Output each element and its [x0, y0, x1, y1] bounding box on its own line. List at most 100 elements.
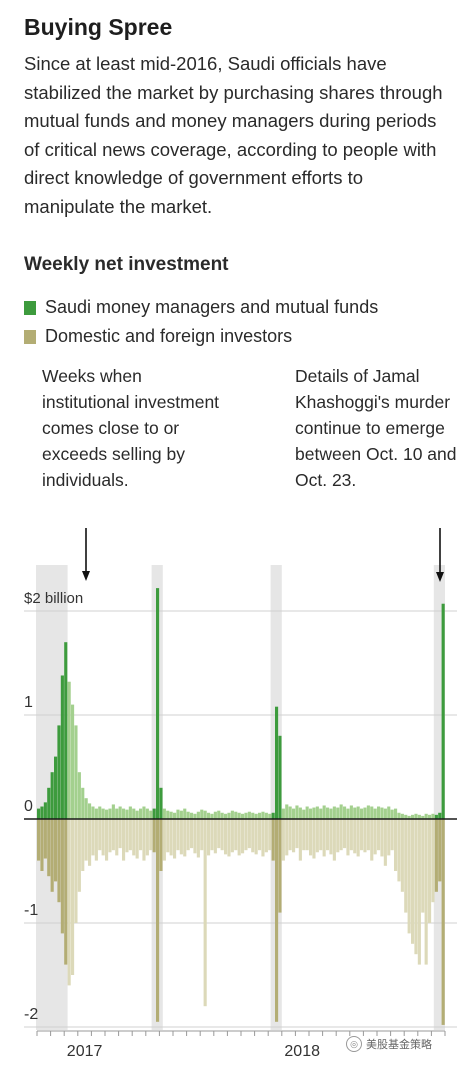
- bar-institutional: [346, 808, 350, 819]
- bar-institutional: [278, 735, 282, 819]
- bar-institutional: [360, 808, 364, 819]
- bar-institutional: [264, 812, 268, 819]
- bar-individual: [128, 819, 132, 851]
- bar-institutional: [152, 808, 156, 819]
- legend-item-institutional: Saudi money managers and mutual funds: [24, 297, 378, 318]
- bar-individual: [411, 819, 415, 944]
- bar-institutional: [234, 811, 238, 819]
- bar-individual: [101, 819, 105, 856]
- bar-individual: [217, 819, 221, 849]
- bar-institutional: [162, 808, 166, 819]
- legend-label-individual: Domestic and foreign investors: [45, 326, 293, 346]
- bar-institutional: [319, 808, 323, 819]
- bar-individual: [387, 819, 391, 856]
- bar-institutional: [125, 809, 129, 819]
- bar-institutional: [128, 806, 132, 819]
- chart-subtitle: Since at least mid-2016, Saudi officials…: [24, 53, 443, 217]
- bar-individual: [230, 819, 234, 853]
- bar-individual: [139, 819, 143, 851]
- watermark: ◎ 美股基金策略: [346, 1036, 432, 1052]
- bar-individual: [275, 819, 279, 1022]
- bar-institutional: [200, 809, 204, 819]
- bar-institutional: [115, 808, 119, 819]
- bar-institutional: [149, 810, 153, 819]
- bar-individual: [356, 819, 360, 857]
- bar-institutional: [387, 806, 391, 819]
- bar-institutional: [183, 808, 187, 819]
- bar-institutional: [251, 812, 255, 819]
- bar-individual: [210, 819, 214, 851]
- bar-individual: [125, 819, 129, 853]
- bar-institutional: [101, 808, 105, 819]
- bar-individual: [383, 819, 387, 866]
- bar-individual: [278, 819, 282, 913]
- bar-institutional: [57, 725, 61, 819]
- bar-individual: [145, 819, 149, 856]
- y-tick-label: $2 billion: [24, 590, 83, 607]
- bar-institutional: [159, 787, 163, 819]
- bar-individual: [241, 819, 245, 854]
- bar-individual: [135, 819, 139, 859]
- bar-individual: [295, 819, 299, 849]
- annotation-arrow-head: [82, 571, 90, 581]
- x-tick-label: 2017: [67, 1043, 103, 1060]
- bar-individual: [298, 819, 302, 861]
- bar-individual: [264, 819, 268, 853]
- bar-institutional: [305, 806, 309, 819]
- bar-institutional: [81, 787, 85, 819]
- bar-individual: [244, 819, 248, 851]
- bar-individual: [339, 819, 343, 851]
- bar-institutional: [244, 812, 248, 819]
- annotation-right: Details of Jamal Khashoggi's murder cont…: [295, 363, 457, 493]
- bar-institutional: [322, 805, 326, 819]
- bar-institutional: [145, 808, 149, 819]
- bar-individual: [43, 819, 47, 859]
- bar-individual: [213, 819, 217, 854]
- bar-individual: [91, 819, 95, 856]
- bar-institutional: [105, 809, 109, 819]
- bar-institutional: [241, 813, 245, 819]
- bar-individual: [142, 819, 146, 861]
- bar-institutional: [411, 814, 415, 819]
- bar-institutional: [94, 808, 98, 819]
- bar-institutional: [203, 810, 207, 819]
- bar-institutional: [302, 809, 306, 819]
- bar-individual: [227, 819, 231, 857]
- bar-individual: [118, 819, 122, 849]
- bar-institutional: [71, 704, 75, 819]
- bar-institutional: [186, 811, 190, 819]
- bar-institutional: [220, 812, 224, 819]
- bar-individual: [84, 819, 88, 861]
- legend-item-individual: Domestic and foreign investors: [24, 326, 292, 347]
- bar-institutional: [363, 807, 367, 819]
- bar-institutional: [173, 812, 177, 819]
- bar-institutional: [424, 813, 428, 819]
- bar-institutional: [224, 813, 228, 819]
- bar-individual: [251, 819, 255, 853]
- bar-institutional: [383, 808, 387, 819]
- bar-institutional: [179, 810, 183, 819]
- bar-individual: [349, 819, 353, 851]
- bar-institutional: [438, 812, 442, 819]
- bar-individual: [434, 819, 438, 892]
- bar-institutional: [37, 808, 41, 819]
- bar-individual: [438, 819, 442, 882]
- bar-institutional: [431, 813, 435, 819]
- bar-individual: [373, 819, 377, 855]
- bar-institutional: [400, 813, 404, 819]
- bar-institutional: [326, 807, 330, 819]
- bar-institutional: [91, 806, 95, 819]
- bar-individual: [377, 819, 381, 851]
- bar-individual: [431, 819, 435, 903]
- bar-institutional: [397, 812, 401, 819]
- bar-individual: [74, 819, 78, 923]
- bar-individual: [173, 819, 177, 859]
- bar-individual: [336, 819, 340, 853]
- bar-individual: [54, 819, 58, 882]
- highlight-band: [433, 565, 445, 1030]
- bar-individual: [47, 819, 51, 877]
- bar-individual: [200, 819, 204, 851]
- bar-individual: [193, 819, 197, 854]
- annotation-arrow-head: [436, 572, 444, 582]
- chart-title: Buying Spree: [24, 14, 173, 40]
